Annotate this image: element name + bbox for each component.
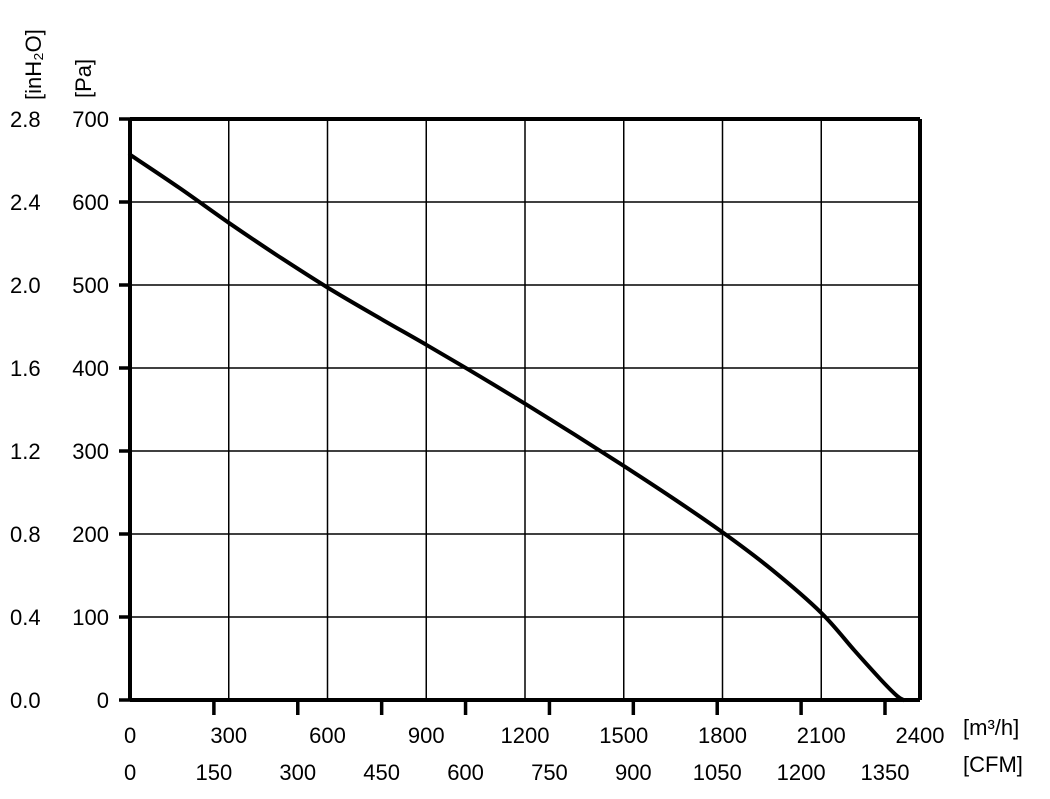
y-tick-label-pa: 100 (72, 605, 109, 630)
x-tick-label-m3h: 1800 (698, 723, 747, 748)
x-axis-label-cfm: [CFM] (963, 752, 1023, 777)
x-tick-label-m3h: 900 (408, 723, 445, 748)
x-tick-label-cfm: 1050 (693, 760, 742, 785)
x-tick-label-cfm: 600 (447, 760, 484, 785)
y-tick-label-pa: 700 (72, 107, 109, 132)
x-tick-label-cfm: 0 (124, 760, 136, 785)
x-tick-label-m3h: 0 (124, 723, 136, 748)
x-tick-label-m3h: 1200 (501, 723, 550, 748)
x-tick-label-cfm: 1350 (861, 760, 910, 785)
grid (130, 119, 920, 700)
tick-labels: 0 0.0 100 0.4 200 0.8 300 1.2 400 1.6 500 2.0 600 2.4… (10, 107, 944, 785)
x-tick-label-m3h: 1500 (599, 723, 648, 748)
y-tick-label-pa: 600 (72, 190, 109, 215)
y-tick-label-inh2o: 0.4 (10, 605, 41, 630)
series-line (128, 152, 906, 702)
y-tick-label-inh2o: 2.4 (10, 190, 41, 215)
x-axis-label-m3h: [m³/h] (963, 715, 1019, 740)
y-tick-label-inh2o: 2.8 (10, 107, 41, 132)
x-tick-label-cfm: 300 (279, 760, 316, 785)
x-tick-label-cfm: 900 (615, 760, 652, 785)
y-tick-label-inh2o: 1.2 (10, 439, 41, 464)
x-tick-label-m3h: 300 (210, 723, 247, 748)
y-tick-label-pa: 0 (97, 688, 109, 713)
y-tick-label-inh2o: 0.0 (10, 688, 41, 713)
y-tick-label-inh2o: 1.6 (10, 356, 41, 381)
y-tick-label-pa: 400 (72, 356, 109, 381)
x-tick-label-cfm: 450 (363, 760, 400, 785)
y-axis-label-inh2o: [inH₂O] (21, 29, 46, 100)
x-tick-label-cfm: 750 (531, 760, 568, 785)
x-tick-label-cfm: 150 (196, 760, 233, 785)
y-tick-label-inh2o: 2.0 (10, 273, 41, 298)
plot-frame (119, 117, 922, 715)
y-tick-label-pa: 500 (72, 273, 109, 298)
x-tick-label-m3h: 2400 (896, 723, 945, 748)
y-tick-label-pa: 200 (72, 522, 109, 547)
y-tick-label-inh2o: 0.8 (10, 522, 41, 547)
x-tick-label-m3h: 2100 (797, 723, 846, 748)
x-tick-label-cfm: 1200 (777, 760, 826, 785)
y-axis-label-pa: [Pa] (71, 59, 96, 98)
x-tick-label-m3h: 600 (309, 723, 346, 748)
series-layer (128, 152, 906, 702)
y-tick-label-pa: 300 (72, 439, 109, 464)
